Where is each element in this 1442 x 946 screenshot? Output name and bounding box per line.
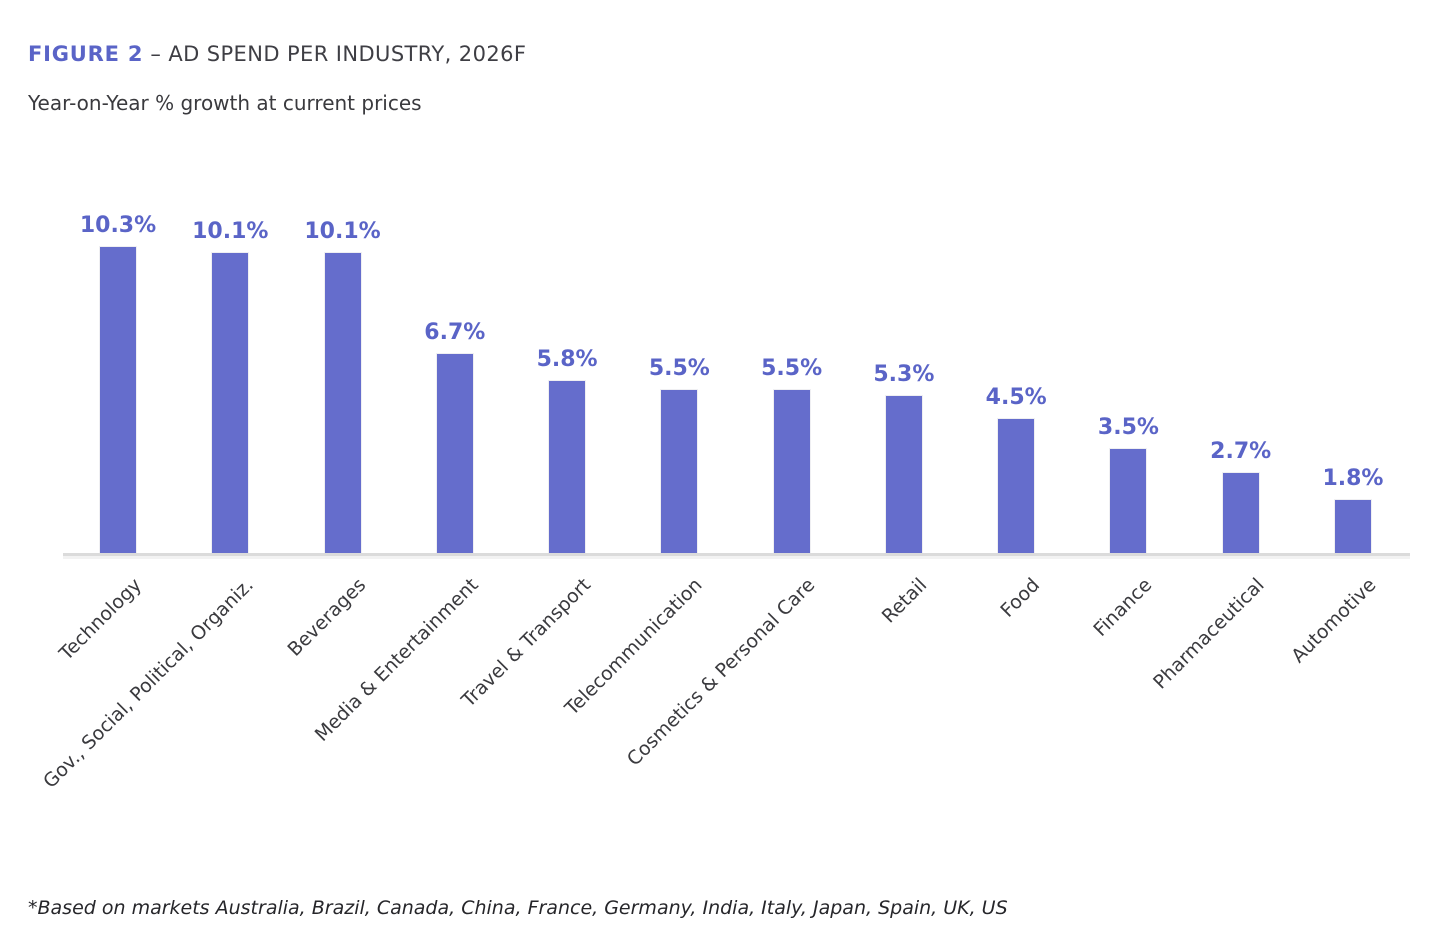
x-axis-label: Food	[995, 574, 1044, 622]
figure-label: FIGURE 2	[28, 42, 144, 66]
bar	[212, 253, 249, 553]
x-axis-label: Cosmetics & Personal Care	[622, 574, 820, 771]
bar	[436, 354, 473, 553]
figure-subtitle: Year-on-Year % growth at current prices	[28, 91, 422, 115]
bar	[885, 396, 922, 553]
bar	[1110, 449, 1147, 553]
x-axis-label: Automotive	[1287, 574, 1381, 668]
bar	[324, 253, 361, 553]
bar-value-label: 2.7%	[1210, 439, 1272, 464]
bar-value-label: 5.3%	[873, 362, 935, 387]
x-axis-label: Gov., Social, Political, Organiz.	[39, 574, 258, 793]
x-axis-label: Retail	[877, 574, 932, 628]
x-axis-label: Beverages	[283, 574, 371, 661]
bar-value-label: 5.5%	[761, 356, 823, 381]
figure-title-line: FIGURE 2 – AD SPEND PER INDUSTRY, 2026F	[28, 42, 526, 66]
bar-value-label: 4.5%	[985, 385, 1047, 410]
bar-value-label: 6.7%	[424, 320, 486, 345]
bar-value-label: 3.5%	[1097, 415, 1159, 440]
bar	[549, 381, 586, 553]
bar	[1334, 500, 1371, 553]
bar	[661, 390, 698, 553]
bar-value-label: 10.3%	[79, 213, 157, 238]
bar-value-label: 1.8%	[1322, 466, 1384, 491]
bar-value-label: 5.5%	[648, 356, 710, 381]
bar	[1222, 473, 1259, 553]
bar-value-label: 5.8%	[536, 347, 598, 372]
figure-header: FIGURE 2 – AD SPEND PER INDUSTRY, 2026F …	[28, 42, 526, 115]
figure-title: – AD SPEND PER INDUSTRY, 2026F	[150, 42, 527, 66]
x-axis-label: Finance	[1089, 574, 1156, 641]
x-axis-label: Technology	[54, 574, 146, 665]
bar-value-label: 10.1%	[304, 219, 381, 244]
bar-value-label: 10.1%	[192, 219, 269, 244]
bar	[998, 419, 1035, 553]
x-axis-line	[63, 553, 1410, 556]
bar	[773, 390, 810, 553]
x-axis-label: Pharmaceutical	[1148, 574, 1269, 694]
bar	[100, 247, 136, 553]
footnote: *Based on markets Australia, Brazil, Can…	[28, 897, 1008, 919]
